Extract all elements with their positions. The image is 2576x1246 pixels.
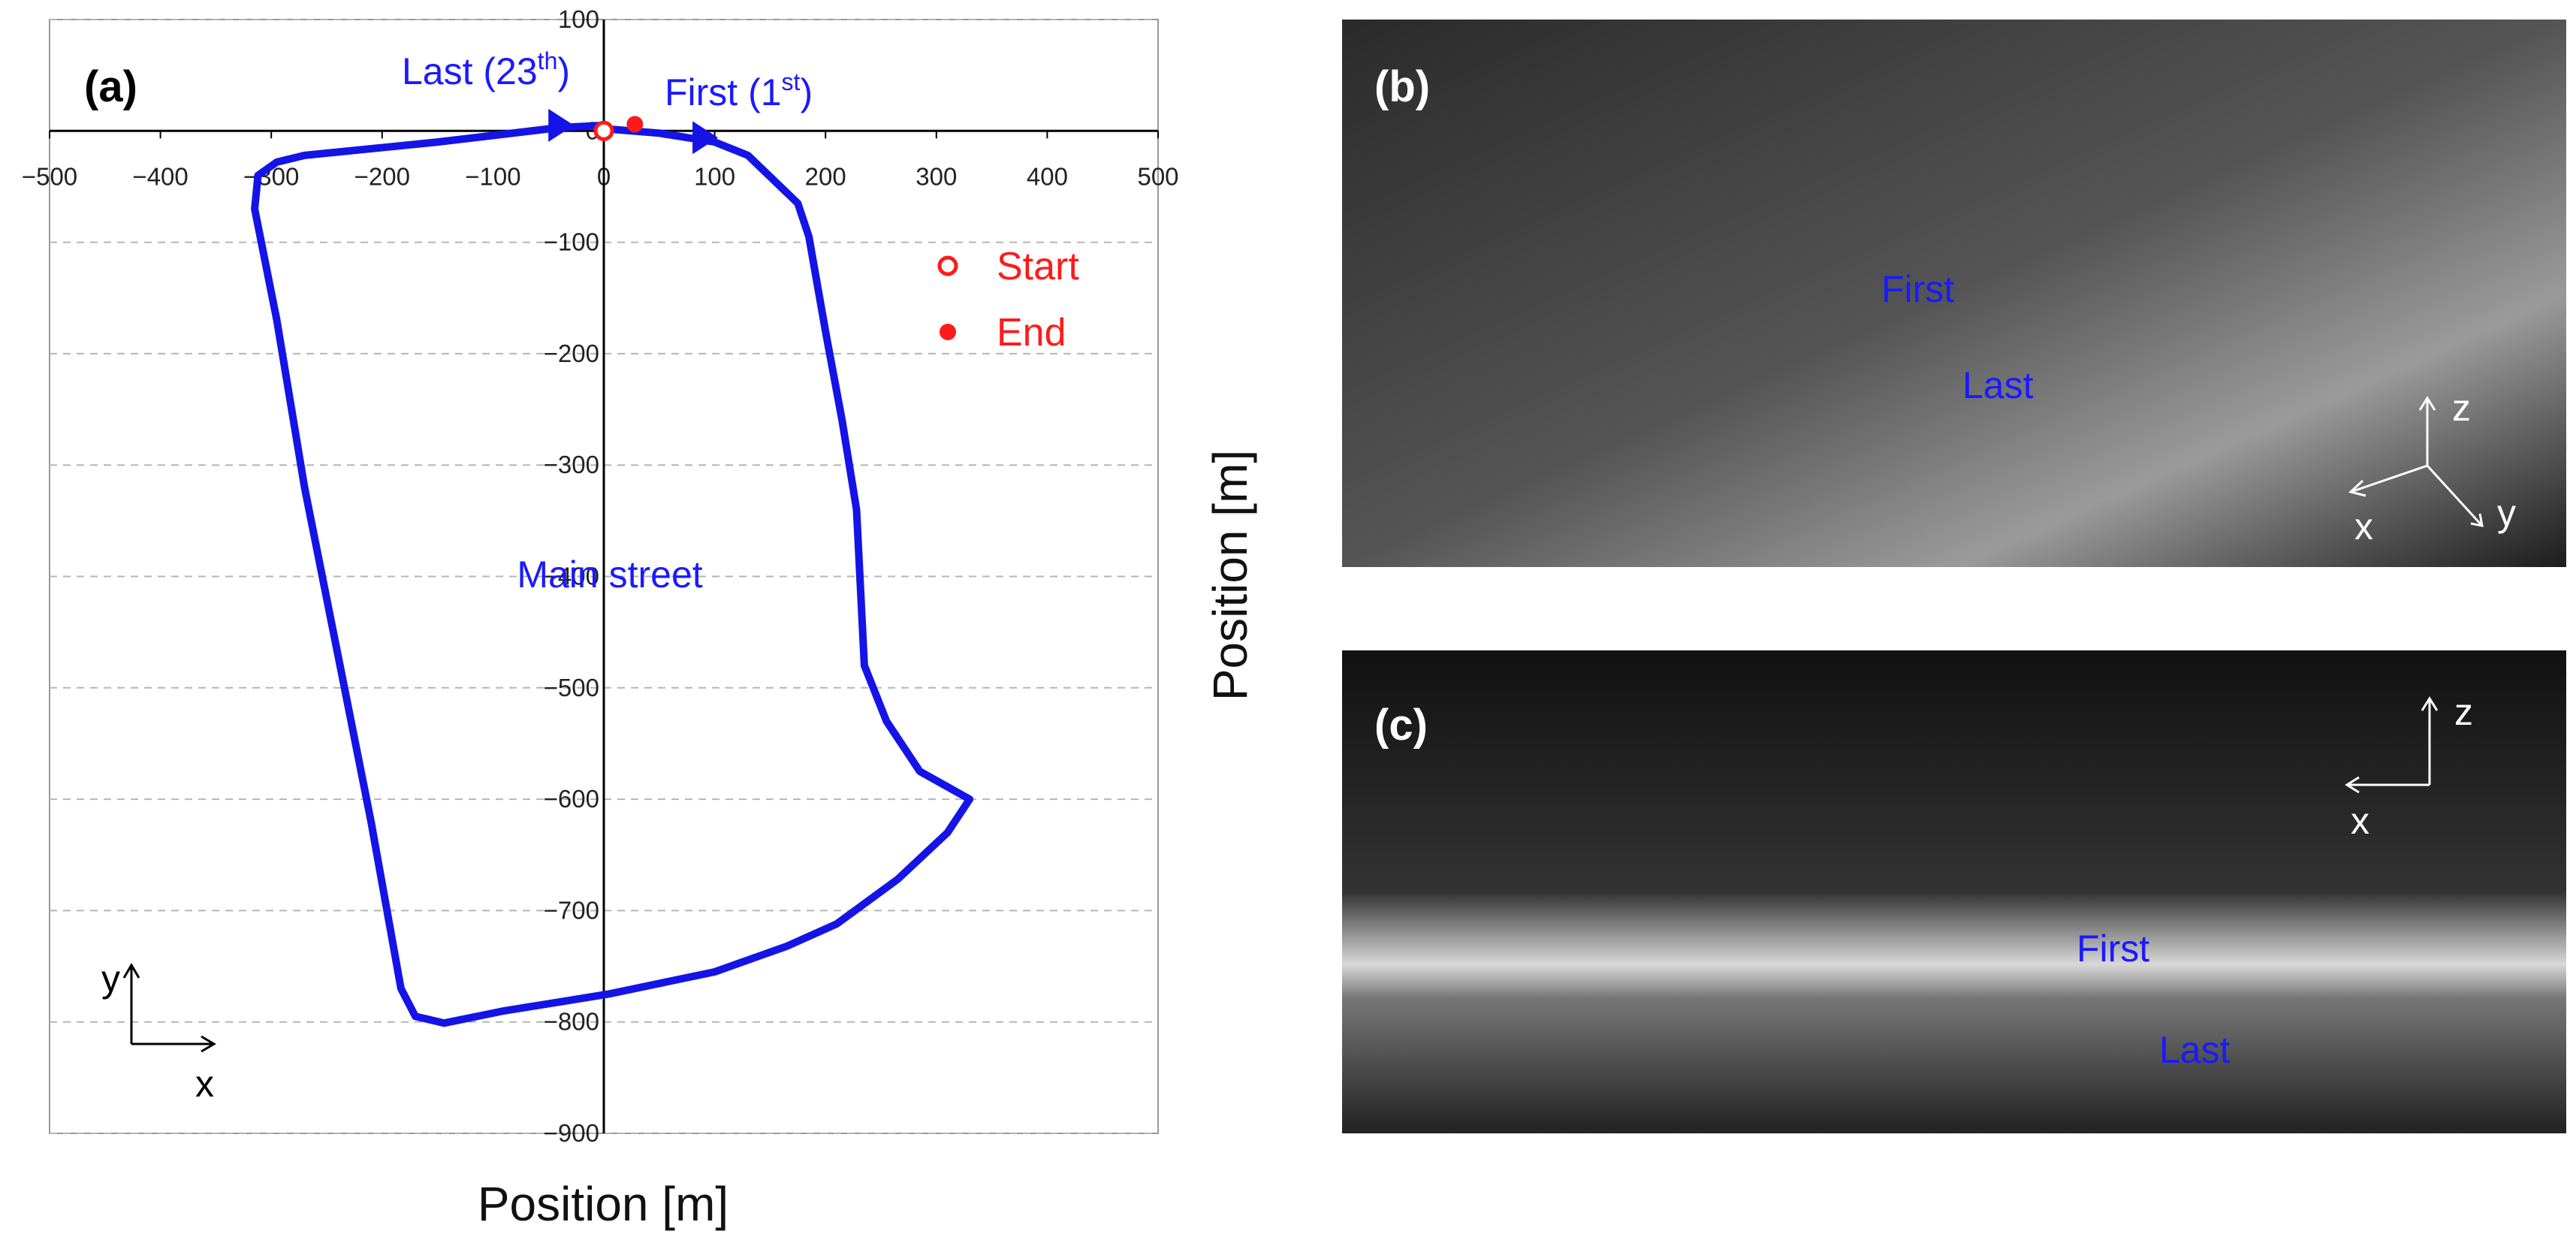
y-axis-label: Position [m] xyxy=(1203,450,1257,701)
annotation: Last xyxy=(2159,1029,2231,1071)
x-tick-label: −100 xyxy=(465,162,520,190)
y-tick-label: −300 xyxy=(544,451,599,478)
y-tick-label: −100 xyxy=(544,228,599,256)
legend-marker xyxy=(940,324,956,340)
y-tick-label: 100 xyxy=(558,5,599,33)
x-tick-label: 400 xyxy=(1027,162,1068,190)
y-tick-label: −200 xyxy=(544,339,599,367)
legend-marker xyxy=(937,255,958,276)
annotation: Last xyxy=(1962,364,2034,406)
panel-label: (a) xyxy=(84,62,137,111)
legend-label: End xyxy=(997,311,1066,354)
annotation-sup: st xyxy=(782,68,801,95)
axis-icon xyxy=(2348,396,2484,527)
x-tick-label: −400 xyxy=(132,162,188,190)
annotation: Last (23th) xyxy=(402,47,570,92)
point-cloud-image xyxy=(1342,20,2566,567)
annotation-text: ) xyxy=(557,50,570,92)
panel-label: (b) xyxy=(1374,62,1430,111)
x-tick-label: −500 xyxy=(22,162,77,190)
legend-label: Start xyxy=(997,245,1079,288)
direction-arrow xyxy=(548,108,575,142)
axis-icon-label: x xyxy=(195,1063,214,1105)
x-tick-label: 500 xyxy=(1137,162,1178,190)
axis-icon-label: z xyxy=(2454,691,2473,733)
axis-icon-label: x xyxy=(2354,505,2373,548)
plot: −900−800−700−600−500−400−300−200−1000100… xyxy=(22,5,1179,1147)
x-tick-label: 100 xyxy=(694,162,735,190)
y-tick-label: −600 xyxy=(544,785,599,813)
axis-icon xyxy=(2345,696,2439,794)
y-tick-label: −900 xyxy=(544,1119,599,1147)
point xyxy=(626,116,644,133)
y-tick-label: −700 xyxy=(544,896,599,924)
y-tick-label: −800 xyxy=(544,1008,599,1036)
axis-icon xyxy=(122,963,216,1053)
annotation-text: First (1 xyxy=(665,71,782,113)
annotation-text: ) xyxy=(800,71,813,113)
x-axis-label: Position [m] xyxy=(478,1177,728,1231)
axis-icon-label: z xyxy=(2452,387,2471,429)
y-tick-label: −400 xyxy=(544,563,599,590)
x-tick-label: 200 xyxy=(805,162,846,190)
axis-icon-label: y xyxy=(2497,492,2516,534)
x-tick-label: −200 xyxy=(354,162,410,190)
direction-arrow xyxy=(692,121,719,155)
x-tick-label: 300 xyxy=(915,162,957,190)
panel-label: (c) xyxy=(1374,701,1428,750)
annotation-sup: th xyxy=(538,47,558,74)
annotation: First xyxy=(1881,268,1954,310)
annotation: Main street xyxy=(517,554,702,596)
axis-icon-label: x xyxy=(2351,800,2369,842)
trajectory xyxy=(251,121,974,1027)
axis-icon-label: y xyxy=(101,958,120,1000)
point-cloud-image xyxy=(1342,650,2566,1133)
annotation: First (1st) xyxy=(665,68,813,113)
y-tick-label: −500 xyxy=(544,674,599,701)
annotation-text: Last (23 xyxy=(402,50,538,92)
annotation: First xyxy=(2077,928,2149,970)
point xyxy=(593,120,614,141)
